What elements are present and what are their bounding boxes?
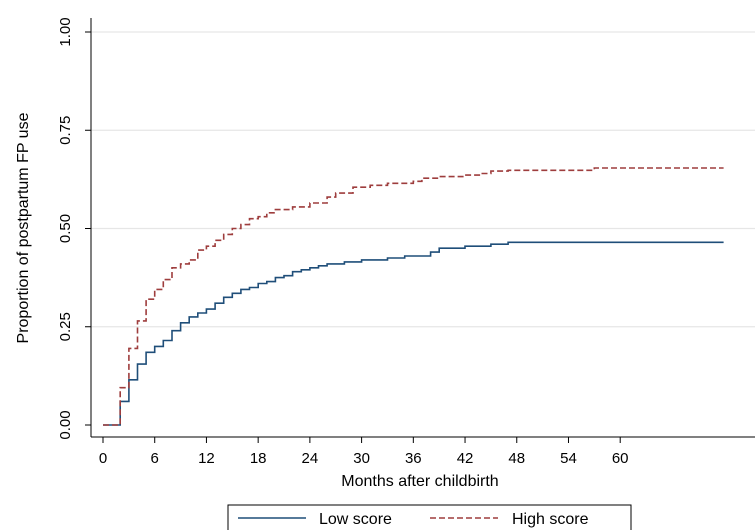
series-line-low-score: [103, 241, 724, 426]
y-tick-label-1: 0.25: [57, 312, 74, 341]
legend-label-1: High score: [512, 511, 589, 528]
x-tick-label-1: 6: [151, 450, 159, 467]
y-tick-label-2: 0.50: [57, 214, 74, 243]
series-line-high-score: [103, 167, 724, 426]
y-tick-label-4: 1.00: [57, 17, 74, 46]
tick-labels: 0.00 0.25 0.50 0.75 1.00 0 6 12 18 24 30 36 42 48 54 60: [57, 17, 629, 467]
x-tick-label-2: 12: [198, 450, 215, 467]
x-tick-label-9: 54: [560, 450, 577, 467]
x-axis-title: Months after childbirth: [341, 473, 498, 490]
x-tick-label-10: 60: [612, 450, 629, 467]
x-tick-label-8: 48: [508, 450, 525, 467]
axes: [90, 18, 755, 438]
x-tick-label-6: 36: [405, 450, 422, 467]
legend: Low score High score: [227, 504, 632, 530]
legend-label-0: Low score: [319, 511, 392, 528]
y-axis-title: Proportion of postpartum FP use: [15, 112, 32, 343]
x-tick-label-3: 18: [250, 450, 267, 467]
x-tick-label-7: 42: [457, 450, 474, 467]
x-tick-label-4: 24: [302, 450, 319, 467]
y-tick-label-3: 0.75: [57, 116, 74, 145]
y-tick-label-0: 0.00: [57, 410, 74, 439]
x-tick-label-5: 30: [353, 450, 370, 467]
gridlines: [91, 31, 755, 328]
curves: [103, 167, 724, 426]
x-tick-label-0: 0: [99, 450, 107, 467]
